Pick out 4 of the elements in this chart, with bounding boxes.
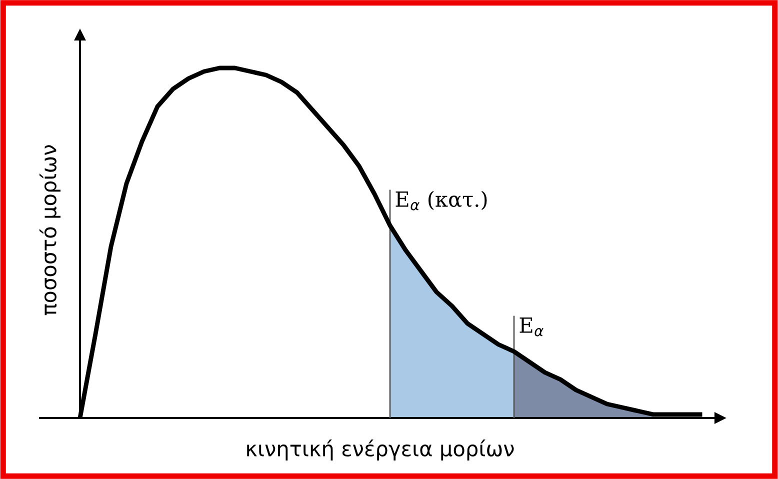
annotation: E$_{α}$ (520, 318, 544, 336)
x-axis-title: κινητική ενέργεια μορίων (247, 440, 514, 461)
y-axis-title: ποσοστό μορίων (40, 145, 60, 316)
annotation: E$_{α}$ (κατ.) (396, 190, 487, 210)
